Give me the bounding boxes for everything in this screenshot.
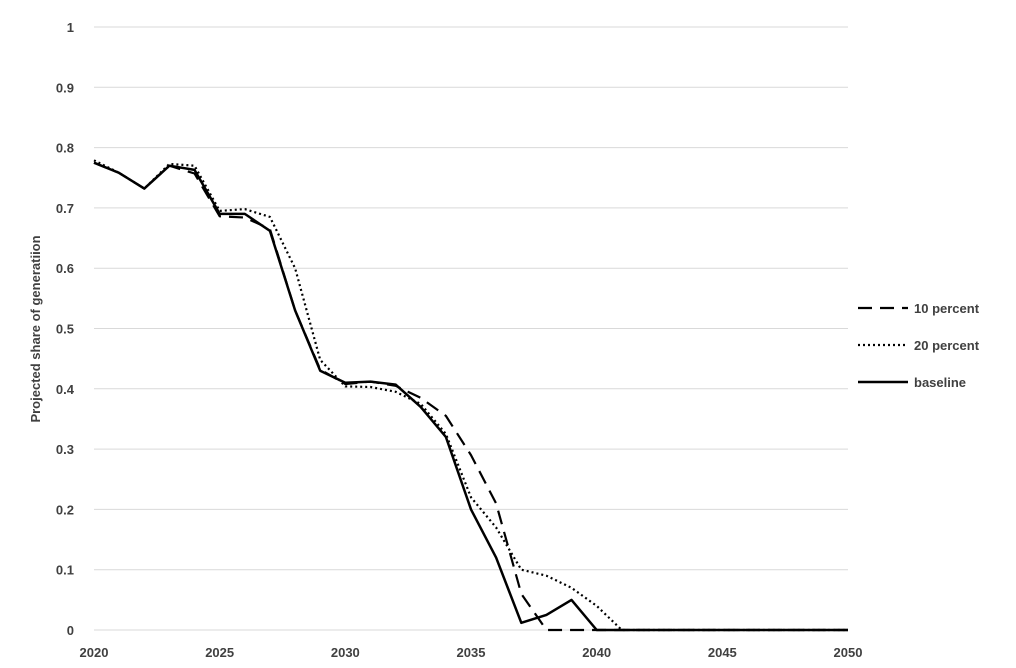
- legend-label: 10 percent: [914, 301, 980, 316]
- y-tick-label: 0.4: [56, 382, 75, 397]
- y-tick-label: 0.1: [56, 563, 74, 578]
- x-tick-label: 2050: [834, 645, 863, 660]
- y-tick-label: 0.7: [56, 201, 74, 216]
- y-tick-label: 0.3: [56, 442, 74, 457]
- gridlines: [94, 26, 848, 631]
- y-axis-tick-labels: 0 0.1 0.2 0.3 0.4 0.5 0.6 0.7 0.8 0.9 1: [56, 20, 75, 638]
- x-tick-label: 2045: [708, 645, 737, 660]
- y-tick-label: 0.8: [56, 141, 74, 156]
- legend-label: 20 percent: [914, 338, 980, 353]
- series-lines: [93, 159, 848, 632]
- legend-label: baseline: [914, 375, 966, 390]
- y-tick-label: 0.5: [56, 322, 74, 337]
- series-line-20-percent: [93, 159, 848, 632]
- x-tick-label: 2020: [80, 645, 109, 660]
- series-line-baseline: [93, 161, 848, 632]
- x-tick-label: 2040: [582, 645, 611, 660]
- x-axis-tick-labels: 2020 2025 2030 2035 2040 2045 2050: [80, 645, 863, 660]
- series-line-10-percent: [93, 161, 848, 632]
- y-axis-title: Projected share of generatiion: [28, 235, 43, 422]
- y-tick-label: 0.6: [56, 261, 74, 276]
- x-tick-label: 2025: [205, 645, 234, 660]
- y-tick-label: 0.9: [56, 80, 74, 95]
- x-tick-label: 2035: [457, 645, 486, 660]
- y-tick-label: 0.2: [56, 502, 74, 517]
- y-tick-label: 1: [67, 20, 74, 35]
- legend: 10 percent 20 percent baseline: [858, 301, 980, 390]
- y-tick-label: 0: [67, 623, 74, 638]
- x-tick-label: 2030: [331, 645, 360, 660]
